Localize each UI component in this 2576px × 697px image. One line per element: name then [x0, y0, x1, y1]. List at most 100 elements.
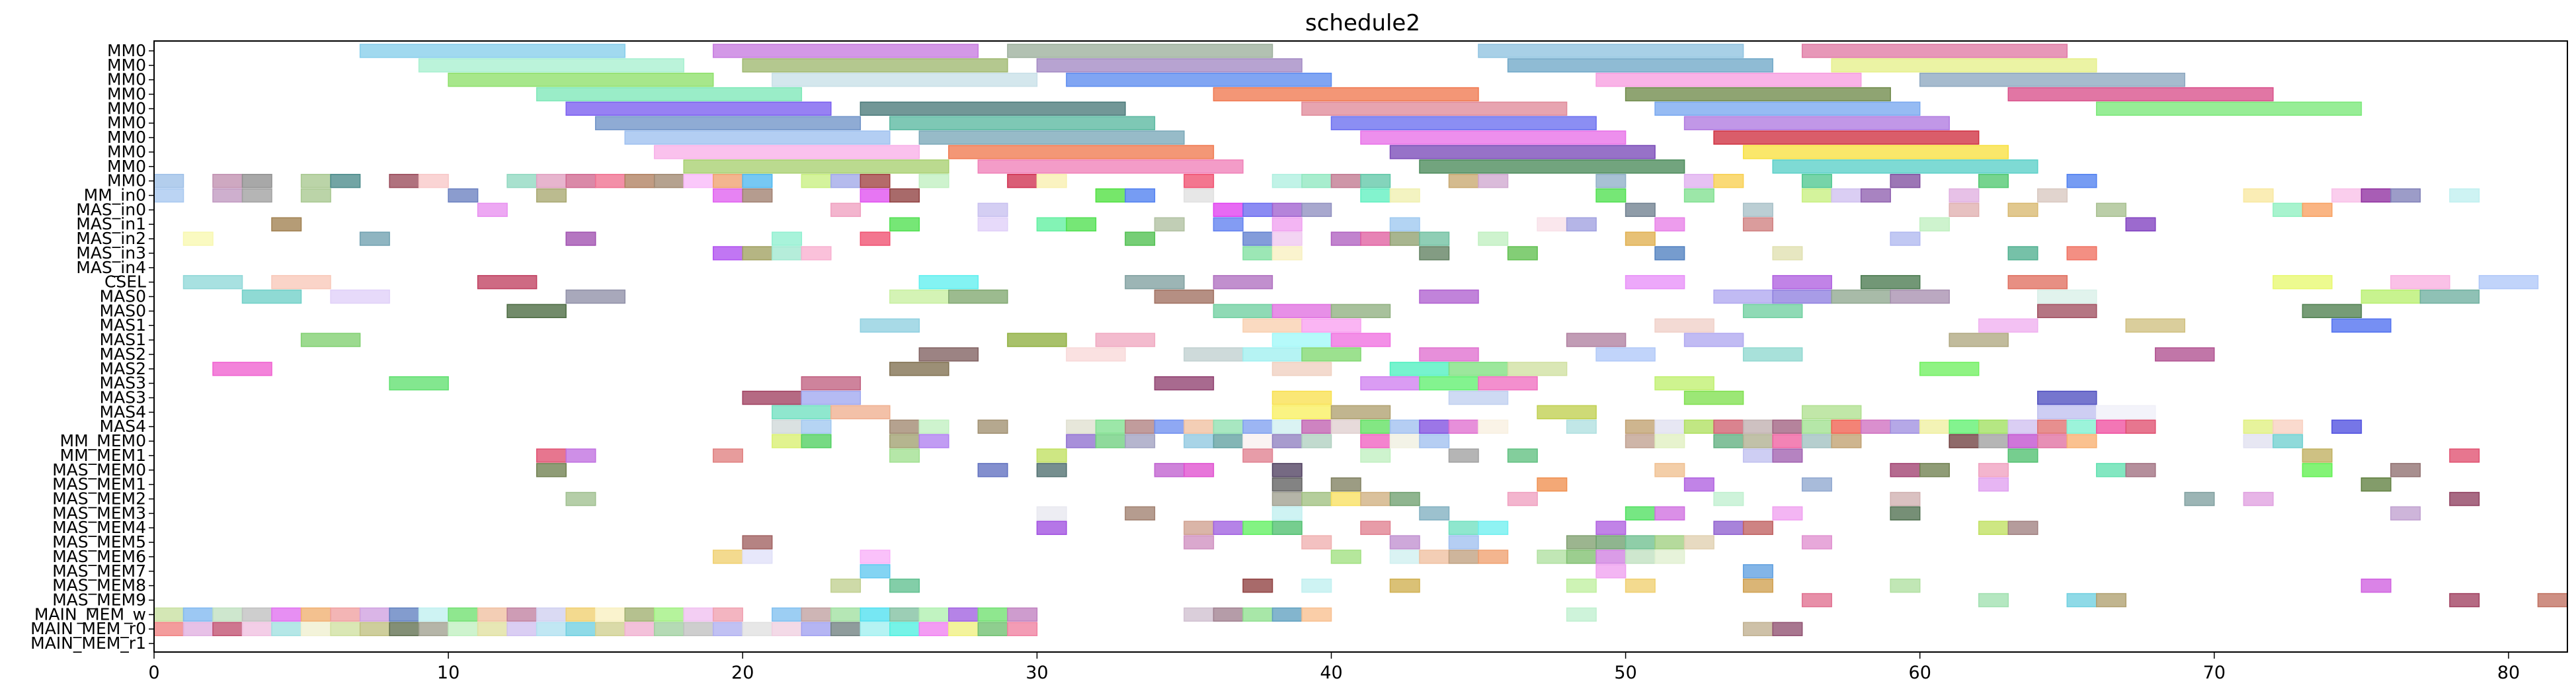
x-tick-label: 50 — [1614, 663, 1636, 683]
task-bar — [302, 608, 331, 621]
task-bar — [890, 434, 920, 448]
task-bar — [2538, 594, 2568, 607]
task-bar — [655, 175, 684, 188]
task-bar — [713, 189, 743, 202]
task-bar — [1744, 304, 1802, 317]
task-bar — [772, 405, 831, 419]
task-bar — [2332, 420, 2362, 433]
task-bar — [1596, 175, 1626, 188]
task-bar — [2273, 434, 2303, 448]
task-bar — [1508, 362, 1567, 376]
task-bar — [1920, 362, 1979, 376]
task-bar — [772, 434, 802, 448]
task-bar — [1273, 203, 1303, 216]
task-bar — [1213, 521, 1243, 534]
task-bar — [772, 247, 802, 260]
task-bar — [1773, 160, 2038, 173]
task-bar — [1537, 478, 1567, 491]
task-bar — [1861, 276, 1920, 289]
task-bar — [1273, 304, 1332, 317]
task-bar — [1125, 232, 1155, 245]
task-bar — [2008, 276, 2067, 289]
task-bar — [772, 608, 802, 621]
task-bar — [1243, 579, 1273, 593]
task-bar — [272, 218, 302, 231]
task-bar — [713, 44, 979, 58]
x-tick-label: 60 — [1909, 663, 1931, 683]
task-bar — [537, 449, 567, 462]
task-bar — [1744, 449, 1773, 462]
task-bar — [2097, 203, 2126, 216]
task-bar — [1655, 218, 1685, 231]
task-bar — [1802, 44, 2068, 58]
task-bar — [1243, 232, 1273, 245]
task-bar — [655, 145, 920, 159]
task-bar — [1184, 434, 1214, 448]
task-bar — [1332, 405, 1390, 419]
task-bar — [1184, 608, 1214, 621]
task-bar — [1390, 536, 1420, 549]
task-bar — [1478, 550, 1508, 563]
task-bar — [801, 434, 831, 448]
task-bar — [1714, 521, 1744, 534]
task-bar — [1537, 218, 1567, 231]
task-bar — [1773, 247, 1802, 260]
task-bar — [684, 622, 713, 636]
task-bar — [243, 290, 302, 304]
task-bar — [1714, 493, 1744, 506]
task-bar — [2420, 290, 2479, 304]
task-bar — [1332, 232, 1361, 245]
task-bar — [507, 175, 537, 188]
task-bar — [1390, 420, 1420, 433]
task-bar — [1626, 579, 1656, 593]
task-bar — [1802, 594, 1832, 607]
task-bar — [2097, 420, 2126, 433]
task-bar — [1478, 420, 1508, 433]
task-bar — [1979, 521, 2009, 534]
task-bar — [2097, 594, 2126, 607]
task-bar — [302, 333, 360, 347]
task-bar — [655, 608, 684, 621]
task-bar — [919, 175, 949, 188]
task-bar — [831, 622, 861, 636]
task-bar — [1302, 493, 1332, 506]
task-bar — [243, 608, 272, 621]
task-bar — [1596, 348, 1655, 361]
task-bar — [1626, 420, 1656, 433]
task-bar — [625, 608, 655, 621]
task-bar — [1979, 420, 2009, 433]
task-bar — [1655, 464, 1685, 477]
task-bar — [566, 449, 596, 462]
task-bar — [1243, 420, 1273, 433]
task-bar — [2008, 521, 2038, 534]
task-bar — [1184, 420, 1214, 433]
task-bar — [1773, 449, 1802, 462]
task-bar — [2097, 405, 2155, 419]
task-bar — [1243, 434, 1273, 448]
task-bar — [1037, 507, 1067, 520]
task-bar — [2097, 102, 2362, 115]
task-bar — [860, 175, 890, 188]
task-bar — [2243, 434, 2273, 448]
task-bar — [1361, 189, 1390, 202]
task-bar — [625, 175, 655, 188]
task-bar — [1890, 507, 1920, 520]
task-bar — [213, 608, 243, 621]
task-bar — [1361, 131, 1626, 144]
task-bar — [1685, 391, 1744, 405]
task-bar — [302, 622, 331, 636]
task-bar — [2243, 493, 2273, 506]
task-bar — [890, 420, 920, 433]
task-bar — [1744, 218, 1773, 231]
task-bar — [1449, 391, 1508, 405]
task-bar — [1361, 377, 1420, 390]
task-bar — [1213, 304, 1272, 317]
task-bar — [1949, 189, 1979, 202]
task-bar — [1449, 362, 1508, 376]
x-tick-label: 70 — [2203, 663, 2226, 683]
task-bar — [1243, 608, 1273, 621]
task-bar — [1655, 550, 1685, 563]
task-bar — [1508, 247, 1538, 260]
task-bar — [1273, 464, 1303, 477]
task-bar — [184, 232, 214, 245]
